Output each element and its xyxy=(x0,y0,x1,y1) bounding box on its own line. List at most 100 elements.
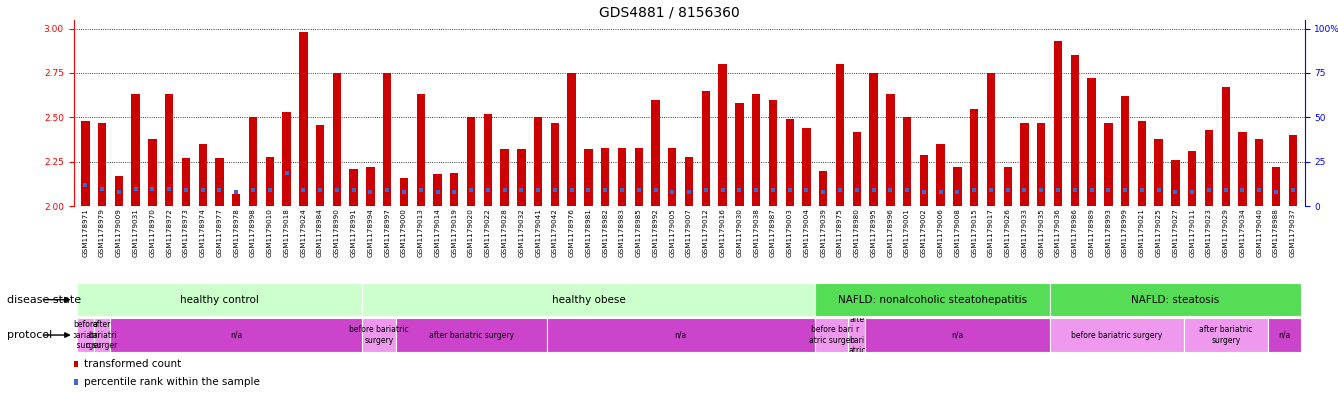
Text: healthy obese: healthy obese xyxy=(551,295,625,305)
Bar xyxy=(1121,96,1129,206)
Bar xyxy=(852,132,860,206)
Bar xyxy=(1267,318,1301,352)
Text: before bariatric
surgery: before bariatric surgery xyxy=(349,325,408,345)
Text: before bari
atric surger: before bari atric surger xyxy=(809,325,854,345)
Bar xyxy=(518,149,526,206)
Bar xyxy=(1255,139,1263,206)
Bar xyxy=(970,108,978,206)
Bar xyxy=(82,121,90,206)
Bar xyxy=(316,125,324,206)
Bar xyxy=(115,176,123,206)
Text: n/a: n/a xyxy=(1278,331,1291,340)
Bar xyxy=(836,64,844,206)
Text: protocol: protocol xyxy=(7,330,52,340)
Bar xyxy=(1021,123,1029,206)
Bar xyxy=(400,178,408,206)
Bar xyxy=(1288,135,1297,206)
Bar xyxy=(986,73,995,206)
Text: healthy control: healthy control xyxy=(181,295,260,305)
Bar xyxy=(551,123,559,206)
Bar xyxy=(1037,123,1045,206)
Bar xyxy=(266,156,274,206)
Text: afte
r
bari
atric: afte r bari atric xyxy=(848,315,866,355)
Bar xyxy=(634,148,644,206)
Bar xyxy=(500,149,508,206)
Bar xyxy=(546,318,815,352)
Bar xyxy=(534,118,542,206)
Bar xyxy=(866,318,1049,352)
Bar xyxy=(1238,132,1247,206)
Bar xyxy=(803,128,811,206)
Bar xyxy=(701,91,710,206)
Text: before bariatric surgery: before bariatric surgery xyxy=(1072,331,1163,340)
Bar xyxy=(1088,78,1096,206)
Bar xyxy=(165,94,174,206)
Bar xyxy=(215,158,223,206)
Text: after bariatric surgery: after bariatric surgery xyxy=(428,331,514,340)
Bar xyxy=(685,156,693,206)
Text: NAFLD: steatosis: NAFLD: steatosis xyxy=(1132,295,1219,305)
Bar xyxy=(919,155,929,206)
Bar xyxy=(383,73,392,206)
Bar xyxy=(231,194,241,206)
Bar xyxy=(668,148,677,206)
Text: before
bariatri
c surger: before bariatri c surger xyxy=(70,320,100,350)
Text: n/a: n/a xyxy=(230,331,242,340)
Bar xyxy=(1272,167,1280,206)
Bar xyxy=(769,100,777,206)
Bar xyxy=(396,318,546,352)
Bar xyxy=(752,94,760,206)
Bar xyxy=(363,283,815,316)
Bar xyxy=(1204,130,1214,206)
Bar xyxy=(903,118,911,206)
Bar xyxy=(1070,55,1078,206)
Bar xyxy=(149,139,157,206)
Bar xyxy=(367,167,375,206)
Bar xyxy=(111,318,363,352)
Bar xyxy=(870,73,878,206)
Bar xyxy=(131,94,140,206)
Bar xyxy=(886,94,895,206)
Bar xyxy=(78,283,363,316)
Text: percentile rank within the sample: percentile rank within the sample xyxy=(83,377,260,387)
Text: after
bariatri
c surger: after bariatri c surger xyxy=(87,320,118,350)
Text: transformed count: transformed count xyxy=(83,359,181,369)
Bar xyxy=(618,148,626,206)
Bar xyxy=(1137,121,1147,206)
Bar xyxy=(450,173,459,206)
Bar xyxy=(953,167,962,206)
Bar xyxy=(349,169,357,206)
Bar xyxy=(467,118,475,206)
Bar xyxy=(1184,318,1267,352)
Bar xyxy=(98,123,106,206)
Bar xyxy=(848,318,866,352)
Bar xyxy=(1004,167,1012,206)
Bar xyxy=(585,149,593,206)
Bar xyxy=(735,103,744,206)
Bar xyxy=(1054,41,1062,206)
Bar xyxy=(198,144,207,206)
Bar xyxy=(94,318,111,352)
Bar xyxy=(282,112,290,206)
Text: NAFLD: nonalcoholic steatohepatitis: NAFLD: nonalcoholic steatohepatitis xyxy=(838,295,1026,305)
Text: n/a: n/a xyxy=(674,331,686,340)
Bar xyxy=(249,118,257,206)
Bar xyxy=(483,114,492,206)
Bar xyxy=(1188,151,1196,206)
Bar xyxy=(1171,160,1180,206)
Bar xyxy=(815,283,1049,316)
Text: GDS4881 / 8156360: GDS4881 / 8156360 xyxy=(598,6,740,20)
Bar xyxy=(1222,87,1230,206)
Bar xyxy=(819,171,827,206)
Bar xyxy=(1049,318,1184,352)
Bar xyxy=(78,318,94,352)
Text: disease state: disease state xyxy=(7,295,80,305)
Bar xyxy=(333,73,341,206)
Bar xyxy=(601,148,609,206)
Bar xyxy=(300,32,308,206)
Text: n/a: n/a xyxy=(951,331,963,340)
Bar xyxy=(567,73,575,206)
Bar xyxy=(434,174,442,206)
Text: after bariatric
surgery: after bariatric surgery xyxy=(1199,325,1252,345)
Bar xyxy=(1104,123,1112,206)
